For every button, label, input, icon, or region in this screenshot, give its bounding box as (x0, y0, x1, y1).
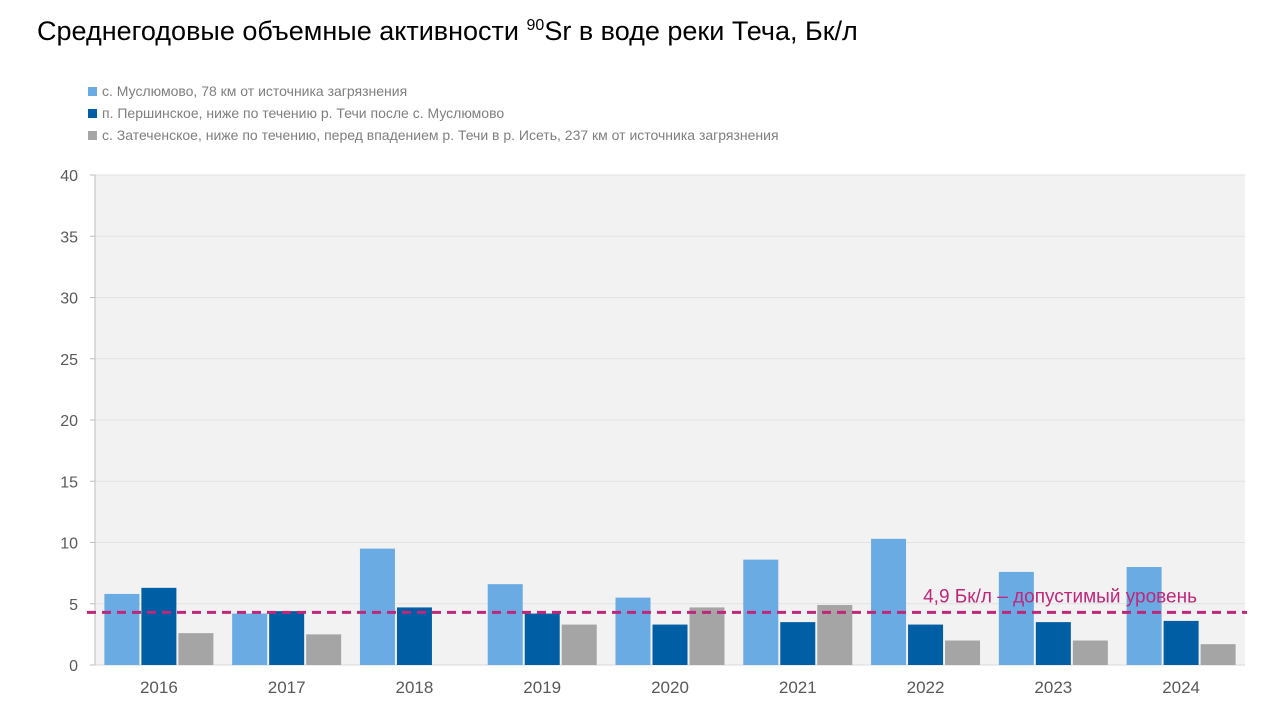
bar (1200, 644, 1236, 665)
x-tick-label: 2017 (268, 678, 306, 697)
bar (1126, 567, 1162, 665)
bar (561, 624, 597, 665)
x-tick-label: 2018 (396, 678, 434, 697)
reference-line-label: 4,9 Бк/л – допустимый уровень (923, 586, 1197, 607)
legend-item: с. Затеченское, ниже по течению, перед в… (88, 124, 779, 146)
bar (396, 607, 432, 665)
bar (269, 611, 305, 665)
y-tick-label: 25 (60, 352, 78, 369)
bar (306, 634, 342, 665)
legend-item: п. Першинское, ниже по течению р. Течи п… (88, 102, 779, 124)
title-superscript: 90 (526, 17, 545, 34)
bar (1163, 620, 1199, 665)
chart-title: Среднегодовые объемные активности 90Sr в… (37, 16, 858, 47)
legend-swatch (88, 108, 97, 118)
x-tick-label: 2022 (907, 678, 945, 697)
x-tick-label: 2023 (1034, 678, 1072, 697)
bar (998, 571, 1034, 665)
x-tick-label: 2021 (779, 678, 817, 697)
bar (1035, 622, 1071, 665)
y-tick-label: 20 (60, 413, 78, 430)
title-text-rest: Sr в воде реки Теча, Бк/л (544, 16, 858, 46)
bar (359, 548, 395, 665)
bar (141, 587, 177, 665)
y-tick-label: 30 (60, 291, 78, 308)
legend-swatch (88, 86, 97, 96)
bar (104, 593, 140, 665)
x-tick-label: 2016 (140, 678, 178, 697)
y-tick-label: 40 (60, 168, 78, 185)
bar (652, 624, 688, 665)
bar (232, 613, 268, 665)
bar (945, 640, 981, 665)
bar (689, 607, 725, 665)
legend-label: с. Муслюмово, 78 км от источника загрязн… (102, 83, 408, 99)
bar (178, 633, 214, 665)
y-tick-label: 35 (60, 229, 78, 246)
bar (817, 604, 853, 665)
legend-label: п. Першинское, ниже по течению р. Течи п… (102, 105, 505, 121)
y-tick-label: 15 (60, 474, 78, 491)
bar (1072, 640, 1108, 665)
x-tick-label: 2019 (523, 678, 561, 697)
bar (615, 597, 651, 665)
x-tick-label: 2024 (1162, 678, 1200, 697)
bar (908, 624, 944, 665)
bar (487, 584, 523, 665)
bar (524, 613, 560, 665)
y-tick-label: 0 (69, 658, 78, 675)
legend-label: с. Затеченское, ниже по течению, перед в… (102, 127, 779, 143)
bar (780, 622, 816, 665)
title-text: Среднегодовые объемные активности (37, 16, 527, 46)
legend-item: с. Муслюмово, 78 км от источника загрязн… (88, 80, 779, 102)
legend: с. Муслюмово, 78 км от источника загрязн… (88, 80, 779, 146)
y-tick-label: 10 (60, 536, 78, 553)
bar (871, 538, 907, 665)
x-tick-label: 2020 (651, 678, 689, 697)
y-tick-label: 5 (69, 597, 78, 614)
legend-swatch (88, 130, 97, 140)
